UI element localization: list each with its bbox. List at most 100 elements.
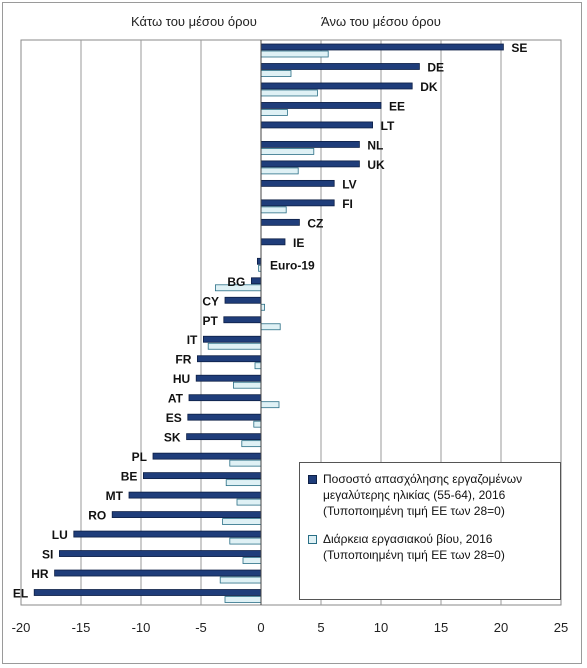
chart-frame <box>2 2 582 664</box>
bar-working-life-fr <box>254 362 262 370</box>
bar-working-life-be <box>225 479 262 487</box>
category-label: IT <box>187 333 198 347</box>
category-label: FI <box>342 197 353 211</box>
bar-employment-se <box>260 43 504 51</box>
legend-item-working-life-duration: Διάρκεια εργασιακού βίου, 2016 (Τυποποιη… <box>308 531 554 563</box>
bar-employment-fi <box>260 199 335 207</box>
bar-employment-lv <box>260 179 335 187</box>
bar-working-life-fi <box>260 206 287 214</box>
x-tick-label: 10 <box>374 620 388 635</box>
bar-employment-uk <box>260 160 360 168</box>
x-tick-label: 5 <box>317 620 324 635</box>
bar-working-life-ee <box>260 109 288 116</box>
bar-employment-euro-19 <box>256 257 262 265</box>
category-label: Euro-19 <box>270 258 315 272</box>
category-label: IE <box>293 236 304 250</box>
bar-working-life-uk <box>260 167 299 175</box>
x-tick-label: 25 <box>554 620 568 635</box>
bar-working-life-lu <box>229 537 262 545</box>
bar-employment-bg <box>250 277 262 285</box>
category-label: RO <box>88 509 106 523</box>
bar-working-life-it <box>207 342 262 350</box>
category-label: DK <box>420 80 438 94</box>
bar-working-life-el <box>224 596 262 603</box>
category-label: UK <box>367 158 385 172</box>
bar-working-life-mt <box>236 498 262 506</box>
bar-working-life-de <box>260 70 292 77</box>
category-label: EE <box>389 99 405 113</box>
bar-employment-dk <box>260 82 413 90</box>
category-label: CZ <box>307 216 323 230</box>
bar-working-life-pl <box>229 459 262 467</box>
category-label: CY <box>202 294 219 308</box>
bar-employment-mt <box>128 491 262 499</box>
bar-working-life-hu <box>232 381 262 389</box>
bar-employment-cz <box>260 218 300 226</box>
category-label: DE <box>427 60 444 74</box>
category-label: MT <box>106 489 124 503</box>
below-average-label: Κάτω του μέσου όρου <box>131 14 257 29</box>
x-tick-label: 0 <box>257 620 264 635</box>
bar-working-life-at <box>260 401 280 409</box>
category-label: BG <box>227 275 245 289</box>
bar-working-life-ro <box>222 518 262 525</box>
bar-employment-cy <box>224 296 262 304</box>
category-label: PT <box>202 314 218 328</box>
x-tick-label: -15 <box>72 620 91 635</box>
legend-series1-line2: μεγαλύτερης ηλικίας (55-64), 2016 <box>323 488 506 502</box>
x-tick-label: -10 <box>132 620 151 635</box>
category-label: SE <box>511 41 527 55</box>
category-label: AT <box>168 392 184 406</box>
legend-item-older-workers-employment: Ποσοστό απασχόλησης εργαζομένων μεγαλύτε… <box>308 471 554 519</box>
category-label: SI <box>42 548 53 562</box>
category-label: HR <box>31 567 49 581</box>
x-tick-label: 15 <box>434 620 448 635</box>
bar-employment-el <box>33 589 262 596</box>
category-label: ES <box>166 411 182 425</box>
bar-employment-at <box>188 394 262 402</box>
bar-working-life-pt <box>260 323 281 331</box>
category-label: LU <box>52 528 68 542</box>
bar-employment-be <box>142 472 262 480</box>
category-label: BE <box>121 470 138 484</box>
bar-working-life-si <box>242 557 262 564</box>
bar-employment-lu <box>73 530 262 538</box>
x-tick-label: -5 <box>195 620 207 635</box>
bar-working-life-sk <box>241 440 262 448</box>
category-label: NL <box>367 138 383 152</box>
bar-employment-nl <box>260 141 360 148</box>
bar-working-life-hr <box>219 576 262 584</box>
bar-employment-hu <box>195 374 262 382</box>
bar-employment-pt <box>223 316 262 324</box>
bar-working-life-es <box>253 420 262 428</box>
bar-employment-de <box>260 63 420 70</box>
category-label: HU <box>173 372 190 386</box>
bar-working-life-se <box>260 50 329 58</box>
legend-series1-line1: Ποσοστό απασχόλησης εργαζομένων <box>323 472 523 486</box>
bar-employment-sk <box>186 433 262 441</box>
category-label: SK <box>164 431 181 445</box>
above-average-label: Άνω του μέσου όρου <box>321 14 441 29</box>
bar-working-life-dk <box>260 89 318 97</box>
bar-employment-pl <box>152 452 262 460</box>
bar-employment-fr <box>196 355 262 363</box>
legend-swatch-light <box>308 535 317 544</box>
chart-legend: Ποσοστό απασχόλησης εργαζομένων μεγαλύτε… <box>299 462 561 600</box>
bar-employment-ee <box>260 102 382 109</box>
x-tick-label: -20 <box>12 620 31 635</box>
legend-series2-line1: Διάρκεια εργασιακού βίου, 2016 <box>323 532 493 546</box>
bar-employment-es <box>187 413 262 421</box>
category-label: LT <box>381 119 395 133</box>
category-label: FR <box>175 353 191 367</box>
legend-series2-line2: (Τυποποιημένη τιμή ΕΕ των 28=0) <box>323 548 505 562</box>
legend-swatch-dark <box>308 475 317 484</box>
bar-employment-si <box>59 550 262 557</box>
legend-series1-line3: (Τυποποιημένη τιμή ΕΕ των 28=0) <box>323 504 505 518</box>
bar-employment-ro <box>111 511 262 518</box>
bar-employment-ie <box>260 238 286 246</box>
bar-employment-it <box>202 335 262 343</box>
bar-employment-hr <box>54 569 262 577</box>
bar-employment-lt <box>260 121 373 129</box>
category-label: PL <box>132 450 147 464</box>
